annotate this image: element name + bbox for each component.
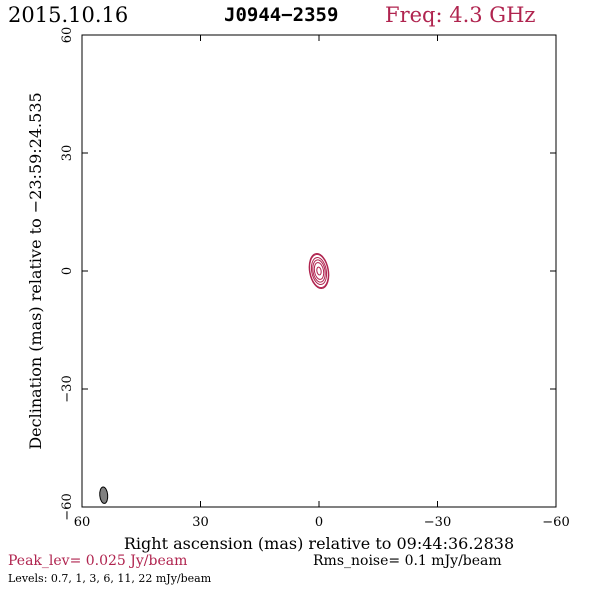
- y-axis-label: Declination (mas) relative to −23:59:24.…: [26, 92, 45, 449]
- y-tick-label: 60: [60, 27, 75, 44]
- x-tick-label: 30: [192, 515, 209, 530]
- y-tick-label: 30: [60, 145, 75, 162]
- rms-noise: Rms_noise= 0.1 mJy/beam: [313, 553, 502, 569]
- source-contours: [308, 252, 330, 290]
- y-tick-label: −30: [60, 375, 75, 402]
- contour-level-5: [313, 262, 325, 280]
- x-tick-label: −60: [542, 515, 569, 530]
- y-axis-tick-labels: −60 −30 0 30 60: [60, 27, 75, 521]
- plot-frame: [81, 34, 557, 508]
- x-axis-ticks: [81, 35, 557, 507]
- y-axis-ticks: [82, 34, 556, 508]
- beam-ellipse: [99, 486, 109, 504]
- x-tick-label: −30: [424, 515, 451, 530]
- observation-date: 2015.10.16: [8, 3, 129, 27]
- x-tick-label: 60: [74, 515, 91, 530]
- contour-level-6: [316, 266, 322, 276]
- x-axis-tick-labels: 60 30 0 −30 −60: [74, 515, 570, 530]
- contour-level-2: [309, 253, 329, 289]
- y-tick-label: 0: [60, 267, 75, 275]
- contour-level-3: [310, 257, 328, 285]
- contour-levels: Levels: 0.7, 1, 3, 6, 11, 22 mJy/beam: [8, 572, 212, 585]
- beam-ellipse-group: [99, 486, 109, 504]
- y-tick-label: −60: [60, 493, 75, 520]
- frequency-label: Freq: 4.3 GHz: [385, 3, 536, 27]
- peak-level: Peak_lev= 0.025 Jy/beam: [8, 553, 188, 569]
- contour-level-4: [312, 259, 326, 283]
- source-name: J0944−2359: [224, 4, 339, 26]
- x-axis-label: Right ascension (mas) relative to 09:44:…: [124, 534, 514, 553]
- x-tick-label: 0: [315, 515, 323, 530]
